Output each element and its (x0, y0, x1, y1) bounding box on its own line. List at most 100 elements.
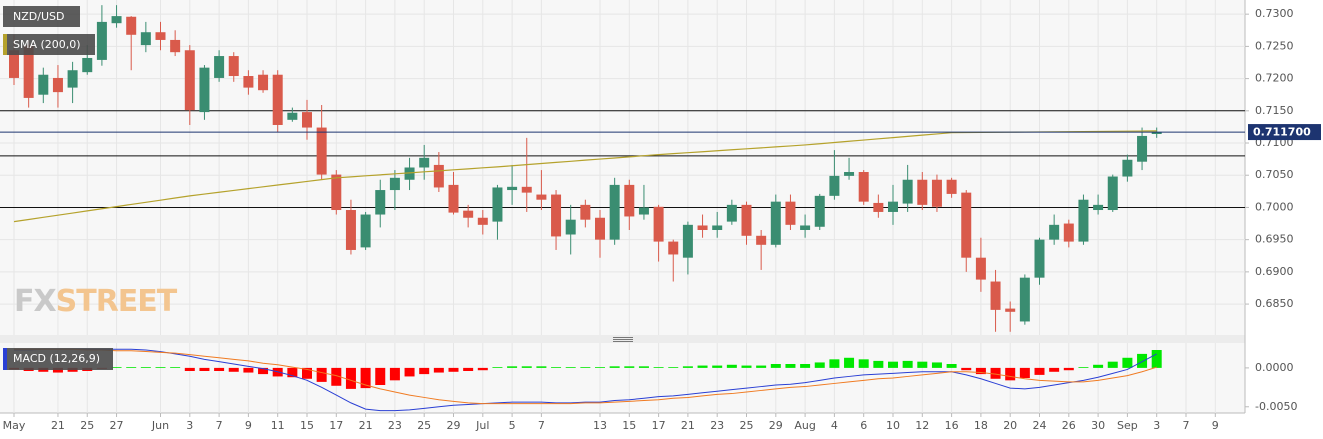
histogram-bar (1049, 367, 1060, 372)
candle-body (111, 16, 122, 24)
histogram-bar (1005, 367, 1016, 381)
x-tick-label: Sep (1117, 419, 1138, 432)
y-tick-label: 0.7050 (1255, 168, 1294, 181)
y-tick-label: 0.7300 (1255, 7, 1294, 20)
y-tick-label: 0.6850 (1255, 297, 1294, 310)
x-tick-label: 3 (1153, 419, 1160, 432)
candle-body (565, 219, 576, 235)
x-tick-label: 16 (945, 419, 959, 432)
histogram-bar (1063, 367, 1074, 371)
candle-body (492, 187, 503, 222)
candle-body (638, 207, 649, 215)
histogram-bar (155, 367, 166, 368)
x-tick-label: 25 (740, 419, 754, 432)
candle-body (184, 50, 195, 111)
candle-body (580, 204, 591, 220)
candle-body (9, 50, 19, 78)
y-tick-label: 0.6900 (1255, 265, 1294, 278)
histogram-bar (741, 365, 752, 368)
legend-swatch (3, 34, 7, 55)
legend-swatch (3, 348, 7, 370)
candle-body (946, 179, 957, 194)
histogram-bar (902, 360, 913, 368)
candle-body (1107, 176, 1118, 211)
legend-box[interactable] (3, 348, 113, 370)
histogram-bar (302, 367, 312, 379)
candle-body (844, 172, 855, 176)
histogram-bar (507, 366, 518, 368)
candle-body (653, 206, 664, 242)
y-tick-label: -0.0050 (1255, 400, 1297, 413)
candle-body (477, 217, 488, 225)
candle-body (140, 32, 151, 46)
histogram-bar (682, 366, 693, 368)
candle-body (228, 56, 239, 77)
candle-body (609, 184, 620, 240)
y-tick-label: 0.0000 (1255, 361, 1294, 374)
candle-body (82, 57, 93, 73)
candle-body (536, 194, 547, 200)
candle-body (888, 201, 898, 212)
histogram-bar (1151, 350, 1162, 368)
histogram-bar (521, 366, 532, 368)
x-tick-label: 11 (271, 419, 285, 432)
histogram-bar (52, 367, 63, 373)
x-tick-label: May (3, 419, 26, 432)
candle-body (975, 257, 986, 280)
candle-body (67, 70, 78, 88)
candle-body (1049, 224, 1060, 240)
candle-body (419, 157, 430, 168)
histogram-bar (360, 367, 371, 389)
x-tick-label: 27 (110, 419, 124, 432)
histogram-bar (111, 367, 122, 368)
candle-body (551, 194, 562, 237)
histogram-bar (258, 367, 269, 375)
histogram-bar (712, 365, 723, 368)
legend-box[interactable] (3, 6, 80, 27)
histogram-bar (1122, 357, 1133, 368)
histogram-bar (126, 367, 137, 368)
candle-body (1019, 277, 1030, 322)
candle-body (507, 186, 518, 191)
histogram-bar (580, 367, 591, 368)
candle-body (23, 45, 34, 98)
x-tick-label: 15 (622, 419, 636, 432)
x-tick-label: 9 (1212, 419, 1219, 432)
histogram-bar (653, 367, 664, 368)
histogram-bar (331, 367, 342, 386)
legend-box[interactable] (3, 34, 95, 55)
legend-label: SMA (200,0) (13, 38, 81, 51)
histogram-bar (477, 367, 488, 371)
x-tick-label: Aug (794, 419, 815, 432)
histogram-bar (829, 359, 840, 368)
y-tick-label: 0.7150 (1255, 104, 1294, 117)
y-tick-label: 0.7250 (1255, 39, 1294, 52)
candle-body (712, 225, 723, 230)
sma-line (13, 130, 1157, 223)
x-tick-label: 29 (447, 419, 461, 432)
watermark: FXSTREET (14, 284, 178, 319)
candle-body (902, 179, 913, 204)
histogram-bar (184, 367, 195, 371)
candle-body (199, 67, 210, 113)
signal-line (14, 348, 1157, 405)
x-tick-label: 7 (1183, 419, 1190, 432)
last-price-box (1248, 124, 1321, 141)
divider-handle[interactable] (613, 337, 633, 342)
candle-body (302, 112, 312, 128)
histogram-bar (873, 360, 884, 368)
legend: NZD/USD SMA (200,0) MACD (12,26,9) (3, 6, 113, 370)
candle-body (1063, 223, 1074, 242)
candle-body (741, 204, 752, 236)
candle-body (829, 175, 840, 196)
candle-body (258, 74, 269, 91)
candle-body (331, 174, 342, 211)
candle-body (389, 177, 400, 191)
histogram-bar (214, 367, 225, 371)
histogram-bar (536, 366, 547, 368)
x-tick-label: 21 (51, 419, 65, 432)
histogram-bar (316, 367, 327, 382)
x-tick-label: 7 (216, 419, 223, 432)
histogram-bar (975, 367, 986, 375)
x-tick-label: 5 (509, 419, 516, 432)
